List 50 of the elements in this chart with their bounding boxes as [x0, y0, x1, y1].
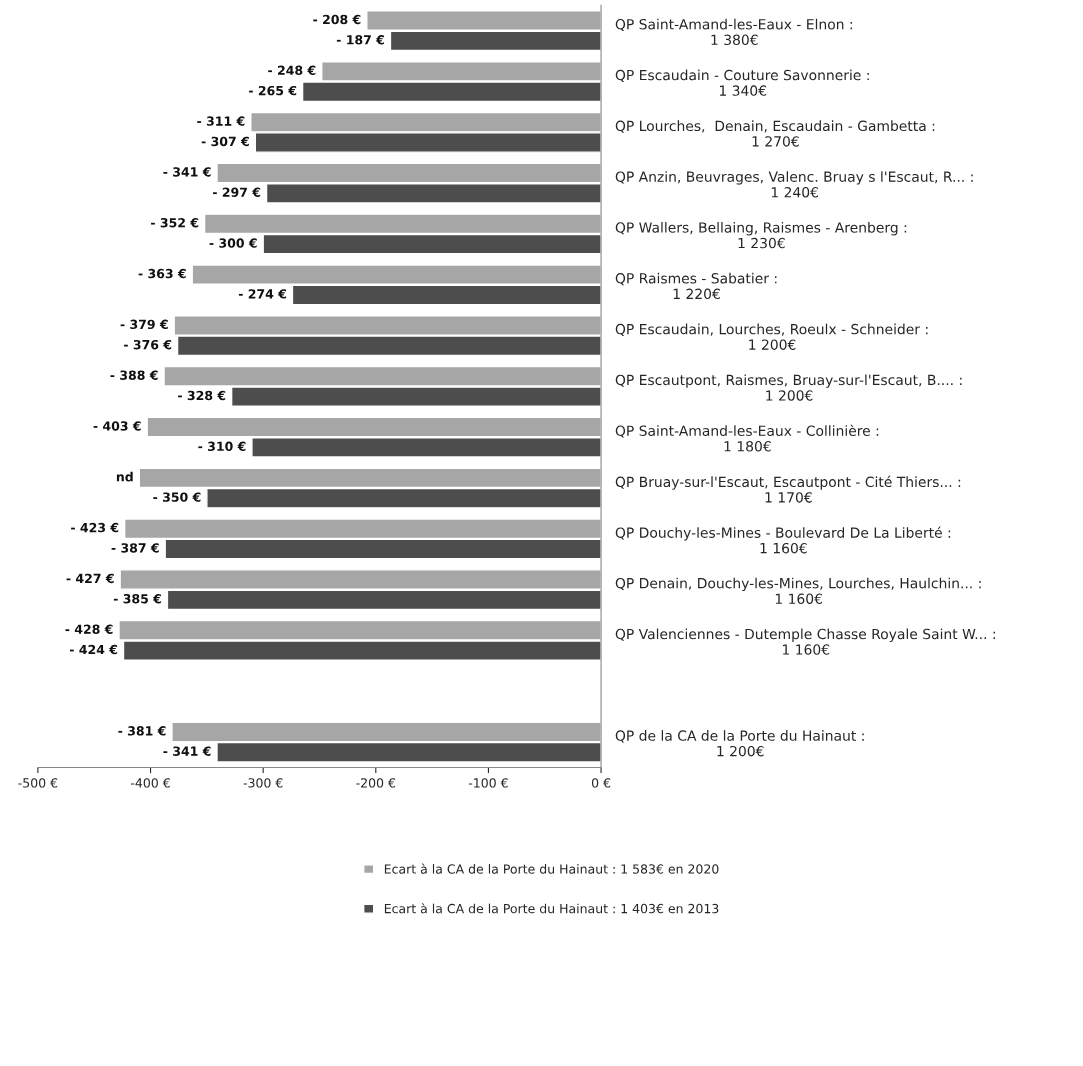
legend-label: Ecart à la CA de la Porte du Hainaut : 1 583€ en 2020	[384, 863, 719, 874]
y-tick-label: QP Douchy-les-Mines - Boulevard De La Liberté : 1 160€	[615, 526, 951, 554]
data-label: - 297 €	[212, 187, 261, 197]
data-label: - 328 €	[178, 390, 226, 401]
y-tick-label: QP Raismes - Sabatier : 1 220€	[615, 272, 777, 300]
x-tick-label: -100 €	[468, 778, 508, 788]
y-tick-label: QP Valenciennes - Dutemple Chasse Royale Saint W... : 1 160€	[615, 628, 995, 655]
data-label: - 307 €	[201, 136, 249, 147]
x-tick-label: -300 €	[243, 778, 283, 788]
data-label: - 381 €	[118, 726, 166, 736]
legend-label: Ecart à la CA de la Porte du Hainaut : 1 403€ en 2013	[384, 903, 719, 914]
data-label: - 341 €	[163, 167, 211, 177]
data-label: - 208 €	[313, 14, 361, 25]
data-label: - 376 €	[124, 339, 172, 350]
data-label: - 427 €	[66, 573, 114, 584]
y-tick-label: QP Saint-Amand-les-Eaux - Collinière : 1 180€	[615, 424, 879, 452]
data-label: - 428 €	[65, 624, 113, 634]
y-tick-label: QP de la CA de la Porte du Hainaut : 1 200€	[615, 730, 864, 757]
data-label: nd	[116, 471, 133, 482]
data-label: - 387 €	[111, 543, 159, 553]
data-label: - 350 €	[153, 492, 201, 502]
y-tick-label: QP Escaudain, Lourches, Roeulx - Schneider : 1 200€	[615, 323, 928, 350]
y-tick-label: QP Saint-Amand-les-Eaux - Elnon : 1 380€	[615, 18, 852, 46]
y-tick-label: QP Anzin, Beuvrages, Valenc. Bruay s l'Escaut, R... : 1 240€	[615, 171, 973, 198]
y-tick-label: QP Lourches, Denain, Escaudain - Gambetta : 1 270€	[615, 120, 935, 147]
y-tick-label: QP Wallers, Bellaing, Raismes - Arenberg : 1 230€	[615, 221, 907, 249]
data-label: - 403 €	[93, 421, 141, 431]
data-label: - 352 €	[151, 218, 199, 228]
y-tick-label: QP Escaudain - Couture Savonnerie : 1 340€	[615, 69, 869, 96]
data-label: - 248 €	[268, 65, 316, 76]
data-label: - 274 €	[238, 289, 287, 299]
x-tick-label: -200 €	[356, 778, 396, 788]
data-label: - 310 €	[198, 441, 246, 452]
data-label: - 265 €	[249, 85, 297, 96]
x-tick-label: -400 €	[131, 778, 170, 788]
data-label: - 388 €	[110, 370, 158, 380]
x-tick-label: -500 €	[18, 778, 58, 788]
y-tick-label: QP Bruay-sur-l'Escaut, Escautpont - Cité Thiers... : 1 170€	[615, 475, 961, 503]
data-label: - 311 €	[197, 116, 245, 126]
x-tick-label: 0 €	[591, 778, 611, 788]
data-label: - 424 €	[69, 644, 118, 655]
data-label: - 187 €	[336, 35, 385, 45]
data-label: - 379 €	[120, 319, 168, 330]
data-label: - 423 €	[71, 522, 119, 533]
y-tick-label: QP Denain, Douchy-les-Mines, Lourches, Haulchin... : 1 160€	[615, 577, 981, 604]
data-label: - 385 €	[113, 594, 162, 604]
data-label: - 300 €	[209, 238, 257, 248]
data-label: - 341 €	[163, 746, 211, 756]
data-label: - 363 €	[138, 268, 186, 279]
y-tick-label: QP Escautpont, Raismes, Bruay-sur-l'Escaut, B.... : 1 200€	[615, 374, 962, 401]
